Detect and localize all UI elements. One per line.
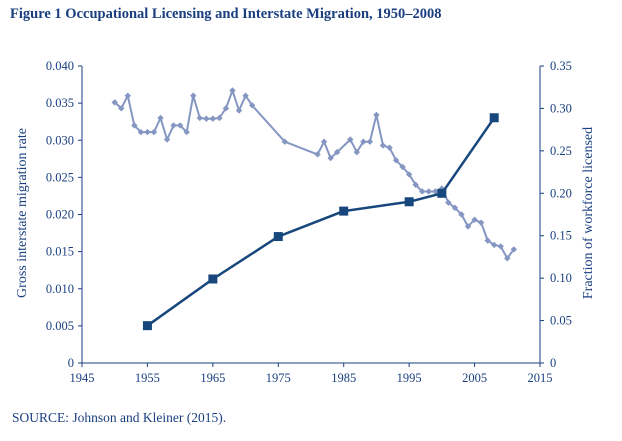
data-point [412, 181, 419, 188]
x-tick-label: 2005 [462, 371, 487, 385]
y2-tick-label: 0.10 [550, 271, 572, 285]
data-point [235, 107, 243, 114]
y2-tick-label: 0 [550, 356, 556, 370]
y2-tick-label: 0.25 [550, 144, 572, 158]
y-tick-label: 0.040 [46, 59, 74, 73]
data-point [137, 128, 145, 136]
y2-tick-label: 0.30 [550, 101, 572, 115]
data-point [458, 211, 465, 218]
data-point [392, 157, 400, 164]
data-point [432, 188, 439, 195]
y2-tick-label: 0.35 [550, 59, 572, 73]
y2-axis-label: Fraction of workforce licensed [581, 127, 596, 299]
data-point [314, 151, 321, 158]
data-point [497, 243, 504, 250]
data-point [131, 122, 138, 129]
data-point [170, 122, 177, 129]
data-point [484, 237, 491, 244]
data-point [379, 142, 387, 149]
x-tick-label: 1985 [331, 371, 356, 385]
data-point [196, 114, 203, 122]
data-point [419, 188, 426, 195]
x-tick-label: 1995 [397, 371, 422, 385]
y-axis-label: Gross interstate migration rate [15, 128, 30, 298]
data-point [333, 148, 341, 156]
x-tick-label: 2015 [528, 371, 553, 385]
x-tick-label: 1945 [70, 371, 95, 385]
data-point [183, 128, 190, 136]
data-point [405, 171, 413, 178]
y-tick-label: 0.030 [46, 133, 74, 147]
data-point [273, 232, 283, 242]
tick-labels: 0 0.005 0.010 0.015 0.020 0.025 0.030 0.035 0.04… [46, 59, 572, 385]
data-point [242, 92, 249, 99]
data-point [144, 128, 151, 136]
data-point [209, 115, 217, 122]
y-tick-label: 0.015 [46, 245, 74, 259]
series-group [111, 87, 518, 331]
data-point [190, 92, 197, 99]
data-point [208, 274, 218, 284]
data-point [477, 219, 485, 226]
data-point [399, 163, 406, 171]
data-point [437, 188, 447, 198]
data-point [150, 128, 158, 136]
data-point [111, 99, 118, 106]
data-point [451, 204, 459, 212]
data-point [347, 136, 354, 143]
data-point [464, 223, 472, 230]
data-point [445, 199, 452, 206]
source-note: SOURCE: Johnson and Kleiner (2015). [12, 410, 227, 425]
data-point [124, 92, 131, 99]
y-tick-label: 0.005 [46, 319, 74, 333]
y-tick-label: 0 [68, 356, 74, 370]
y2-tick-label: 0.05 [550, 314, 572, 328]
data-point [386, 144, 393, 151]
data-point [491, 241, 498, 249]
data-point [176, 122, 184, 129]
data-point [471, 216, 478, 223]
y-tick-label: 0.025 [46, 170, 74, 184]
y-tick-label: 0.035 [46, 96, 74, 110]
migration-series [111, 87, 518, 262]
x-tick-label: 1955 [135, 371, 160, 385]
data-point [248, 102, 256, 109]
data-point [366, 138, 374, 145]
data-point [510, 246, 518, 253]
data-point [222, 105, 230, 112]
data-point [118, 105, 125, 112]
y2-tick-label: 0.15 [550, 229, 572, 243]
data-point [163, 136, 171, 143]
data-point [327, 154, 334, 162]
data-point [142, 321, 152, 331]
figure-title: Figure 1 Occupational Licensing and Inte… [10, 6, 442, 22]
data-point [504, 255, 511, 262]
x-tick-label: 1975 [266, 371, 291, 385]
data-point [157, 114, 164, 122]
data-point [320, 138, 328, 145]
data-point [425, 188, 432, 195]
data-point [404, 197, 414, 207]
data-point [489, 113, 499, 123]
data-point [360, 138, 367, 145]
y-tick-label: 0.010 [46, 282, 74, 296]
data-point [216, 114, 223, 122]
y2-tick-label: 0.20 [550, 186, 572, 200]
data-point [203, 115, 210, 122]
axes [78, 65, 544, 367]
data-point [339, 206, 349, 216]
licensing-series [142, 113, 499, 331]
data-point [229, 87, 236, 94]
y-tick-label: 0.020 [46, 208, 74, 222]
data-point [373, 111, 380, 119]
x-tick-label: 1965 [200, 371, 225, 385]
data-point [281, 138, 289, 145]
data-point [353, 148, 360, 156]
